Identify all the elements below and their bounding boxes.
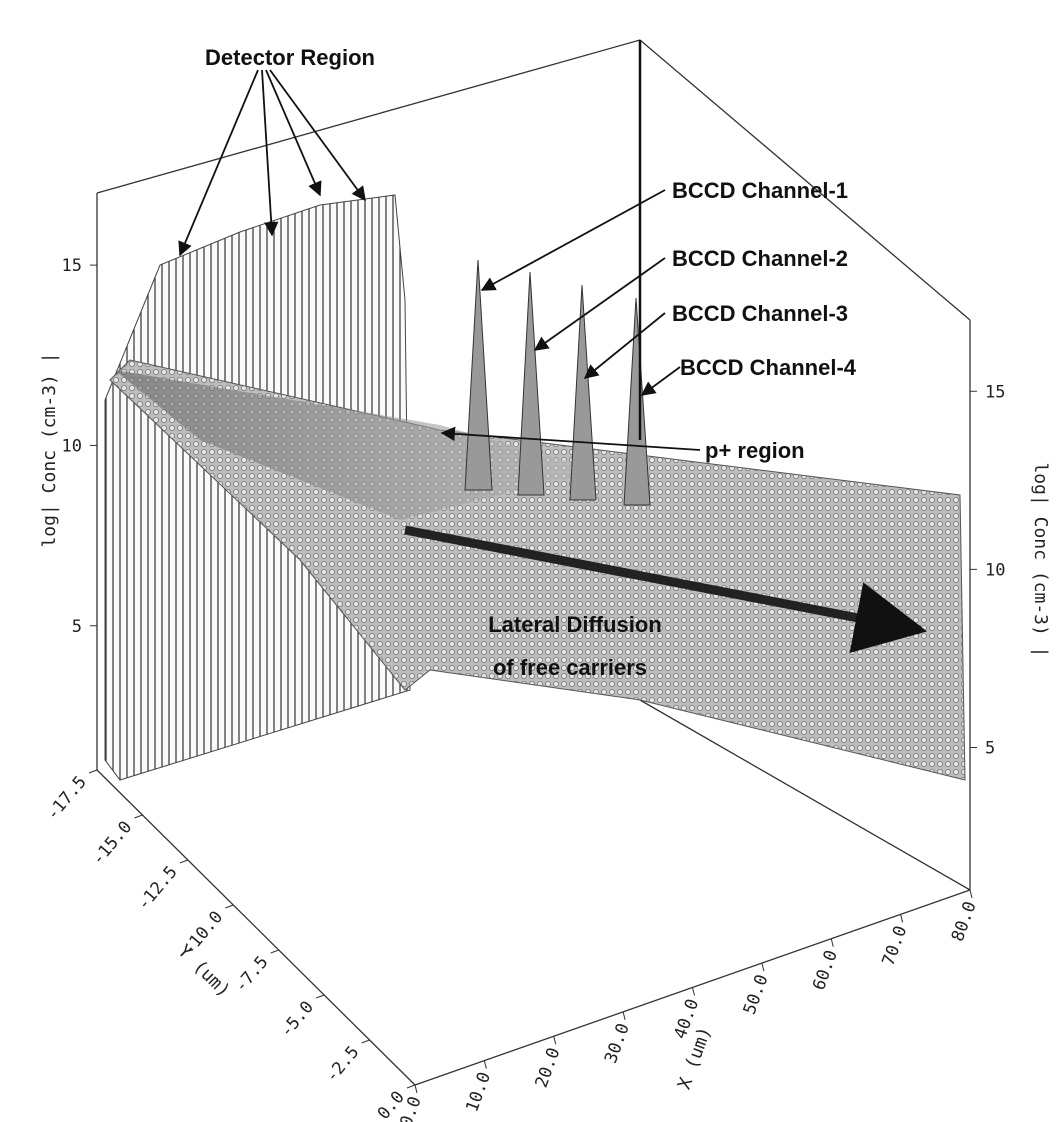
y-axis-label: Y (um) <box>173 941 234 1002</box>
arrow <box>480 189 666 291</box>
arrow <box>178 69 259 257</box>
y-tick <box>225 904 234 909</box>
annotation: BCCD Channel-3 <box>672 301 848 326</box>
annotation: of free carriers <box>493 655 647 680</box>
annotation: Detector Region <box>205 45 375 70</box>
z-axis-label: log| Conc (cm-3) | <box>1030 462 1051 657</box>
box-edge <box>639 699 971 891</box>
z-tick-label: 10 <box>62 436 82 456</box>
arrow <box>583 312 666 379</box>
x-tick <box>483 1060 487 1069</box>
y-tick <box>361 1039 370 1044</box>
z-tick-label: 10 <box>985 560 1005 580</box>
annotation: BCCD Channel-2 <box>672 246 848 271</box>
x-tick <box>414 1084 418 1094</box>
x-tick-label: 20.0 <box>532 1045 565 1090</box>
arrow <box>269 69 366 202</box>
arrow <box>440 426 701 451</box>
x-tick-label: 70.0 <box>879 923 912 968</box>
annotation: BCCD Channel-1 <box>672 178 848 203</box>
x-tick-label: 60.0 <box>809 948 842 993</box>
channel-peak <box>623 297 651 506</box>
z-tick-label: 5 <box>72 617 82 637</box>
x-tick <box>830 938 834 947</box>
annotation: BCCD Channel-4 <box>680 355 857 380</box>
y-tick <box>270 949 279 954</box>
x-tick <box>692 987 695 996</box>
x-tick <box>761 963 765 972</box>
channel-peak <box>464 259 493 491</box>
arrow <box>265 69 322 197</box>
arrow <box>261 69 279 237</box>
x-tick-label: 10.0 <box>462 1069 495 1114</box>
y-tick-label: -7.5 <box>231 952 273 996</box>
z-axis-label: log| Conc (cm-3) | <box>39 352 60 547</box>
y-tick-label: -12.5 <box>133 862 181 914</box>
y-tick-label: -15.0 <box>88 817 136 869</box>
y-tick-label: -5.0 <box>276 997 318 1041</box>
x-tick <box>969 889 973 899</box>
x-tick <box>900 914 904 923</box>
box-edge <box>96 39 641 194</box>
z-tick-label: 15 <box>985 382 1005 402</box>
y-tick-label: -2.5 <box>322 1042 364 1086</box>
annotation: Lateral Diffusion <box>488 612 662 637</box>
annotation: p+ region <box>705 438 805 463</box>
z-tick-label: 15 <box>62 256 82 276</box>
diffusion-arrow <box>404 525 928 653</box>
y-tick-label: -17.5 <box>43 772 91 824</box>
x-tick-label: 30.0 <box>601 1021 634 1066</box>
y-tick <box>134 814 143 819</box>
channel-peak <box>569 284 597 501</box>
x-tick-label: 80.0 <box>948 899 981 944</box>
arrow <box>640 366 681 396</box>
z-tick-label: 5 <box>985 739 995 759</box>
arrow <box>533 257 666 351</box>
y-tick <box>406 1084 416 1089</box>
y-axis <box>96 769 416 1086</box>
x-tick-label: 50.0 <box>740 972 773 1017</box>
x-tick <box>553 1036 557 1045</box>
x-tick <box>622 1011 626 1020</box>
y-tick <box>179 859 189 864</box>
annotation-arrows <box>178 69 701 451</box>
y-tick <box>88 769 98 774</box>
channel-peak <box>517 271 545 496</box>
surface <box>104 40 966 781</box>
box-edge <box>639 39 971 321</box>
y-tick <box>315 994 325 999</box>
